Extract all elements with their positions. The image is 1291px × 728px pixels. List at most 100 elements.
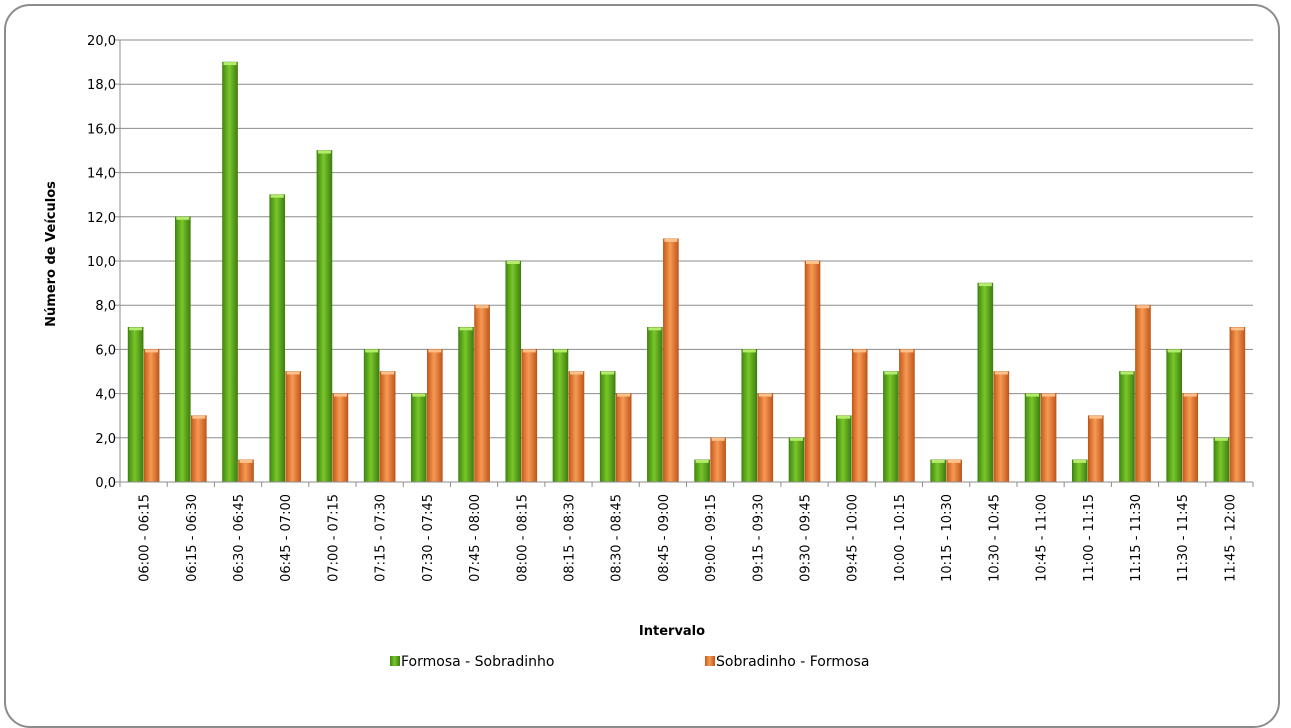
bar-series-2 <box>899 349 915 483</box>
bar-series-1 <box>552 349 569 483</box>
bar-series-1 <box>977 282 994 483</box>
x-tick-label: 07:00 - 07:15 <box>326 494 341 582</box>
bars <box>127 61 1246 483</box>
bar-cap-series-2 <box>994 371 1008 375</box>
bar-series-1 <box>363 349 380 483</box>
bar-series-1 <box>741 349 758 483</box>
x-tick-label: 11:45 - 12:00 <box>1223 494 1238 582</box>
y-tick-label: 2,0 <box>95 432 116 447</box>
bar-cap-series-1 <box>1073 459 1087 463</box>
bar-series-1 <box>1071 459 1088 483</box>
gridlines <box>115 39 1254 487</box>
bar-cap-series-1 <box>1167 349 1181 353</box>
axes <box>119 40 1253 483</box>
bar-series-2 <box>663 238 679 483</box>
bar-cap-series-1 <box>506 261 520 264</box>
bar-series-2 <box>1135 304 1151 483</box>
bar-series-1 <box>694 459 710 483</box>
legend-item-series-2: Sobradinho - Formosa <box>705 654 869 670</box>
bar-series-1 <box>1024 393 1041 483</box>
bar-cap-series-1 <box>459 327 473 331</box>
y-tick-label: 16,0 <box>87 122 116 137</box>
x-tick-label: 09:30 - 09:45 <box>799 494 814 582</box>
legend: Formosa - Sobradinho Sobradinho - Formos… <box>390 654 869 670</box>
bar-series-2 <box>615 393 632 483</box>
bar-series-2 <box>1229 326 1246 483</box>
bar-cap-series-1 <box>270 194 284 198</box>
x-tick-label: 08:30 - 08:45 <box>610 494 625 582</box>
x-tick-label: 09:45 - 10:00 <box>846 494 861 582</box>
bar-cap-series-2 <box>947 459 961 463</box>
bar-series-2 <box>238 459 254 483</box>
bar-cap-series-1 <box>884 371 898 375</box>
bar-cap-series-1 <box>176 216 190 220</box>
legend-swatch-series-2 <box>705 656 715 666</box>
bar-series-1 <box>1166 349 1182 483</box>
bar-series-1 <box>127 326 144 483</box>
bar-series-2 <box>993 371 1010 483</box>
x-tick-labels: 06:00 - 06:15 06:15 - 06:30 06:30 - 06:45 0… <box>138 494 1239 582</box>
bar-series-2 <box>427 349 443 483</box>
legend-item-series-1: Formosa - Sobradinho <box>390 654 554 670</box>
bar-cap-series-2 <box>286 371 300 375</box>
x-tick-label: 08:45 - 09:00 <box>657 494 672 582</box>
bar-series-1 <box>788 437 805 483</box>
bar-cap-series-1 <box>837 415 851 419</box>
bar-cap-series-2 <box>522 349 536 353</box>
legend-label-series-1: Formosa - Sobradinho <box>401 654 554 670</box>
y-axis-title: Número de Veículos <box>44 181 59 327</box>
x-tick-label: 08:15 - 08:30 <box>562 494 577 582</box>
x-tick-label: 08:00 - 08:15 <box>515 494 530 582</box>
bar-cap-series-1 <box>317 150 331 154</box>
bar-cap-series-2 <box>758 393 772 397</box>
x-tick-label: 10:15 - 10:30 <box>940 494 955 582</box>
x-tick-label: 11:15 - 11:30 <box>1129 494 1144 582</box>
bar-series-2 <box>1182 393 1198 483</box>
y-tick-label: 10,0 <box>87 255 116 270</box>
bar-series-1 <box>411 393 427 483</box>
bar-cap-series-2 <box>664 238 678 242</box>
bar-cap-series-2 <box>569 371 583 375</box>
bar-cap-series-1 <box>695 459 709 463</box>
bar-series-1 <box>316 150 333 483</box>
bar-cap-series-2 <box>806 261 820 264</box>
y-tick-label: 6,0 <box>95 343 116 358</box>
bar-cap-series-1 <box>223 62 237 66</box>
bar-series-1 <box>883 371 899 483</box>
legend-swatch-series-1 <box>390 656 400 666</box>
bar-cap-series-2 <box>1136 305 1150 309</box>
y-tick-label: 0,0 <box>95 476 116 491</box>
bar-series-1 <box>835 415 852 483</box>
x-tick-label: 06:30 - 06:45 <box>232 494 247 582</box>
bar-series-1 <box>505 260 522 483</box>
y-tick-label: 14,0 <box>87 167 116 182</box>
x-tick-label: 06:45 - 07:00 <box>279 494 294 582</box>
bar-series-2 <box>804 260 821 483</box>
bar-series-2 <box>710 437 726 483</box>
bar-series-1 <box>175 216 191 483</box>
x-tick-label: 11:30 - 11:45 <box>1176 494 1191 582</box>
bar-series-2 <box>946 459 962 483</box>
x-tick-label: 09:15 - 09:30 <box>751 494 766 582</box>
bar-series-2 <box>143 349 160 483</box>
x-tick-label: 07:30 - 07:45 <box>421 494 436 582</box>
y-tick-labels: 0,0 2,0 4,0 6,0 8,0 10,0 12,0 14,0 16,0 18,0 20,0 <box>87 34 116 491</box>
bar-series-1 <box>222 61 238 483</box>
bar-cap-series-1 <box>129 327 143 331</box>
bar-cap-series-1 <box>1214 437 1228 441</box>
bar-cap-series-2 <box>192 415 206 419</box>
bar-series-1 <box>599 371 616 483</box>
x-tick-label: 07:45 - 08:00 <box>468 494 483 582</box>
bar-cap-series-2 <box>381 371 395 375</box>
bar-cap-series-1 <box>931 459 945 463</box>
bar-series-2 <box>285 371 302 483</box>
bar-cap-series-2 <box>617 393 631 397</box>
bar-cap-series-2 <box>145 349 159 353</box>
bar-cap-series-2 <box>711 437 725 441</box>
bar-series-2 <box>191 415 207 483</box>
bar-cap-series-1 <box>790 437 804 441</box>
bar-series-1 <box>1119 371 1135 483</box>
bar-cap-series-1 <box>978 283 992 287</box>
bar-series-1 <box>647 326 663 483</box>
x-tick-label: 10:45 - 11:00 <box>1035 494 1050 582</box>
